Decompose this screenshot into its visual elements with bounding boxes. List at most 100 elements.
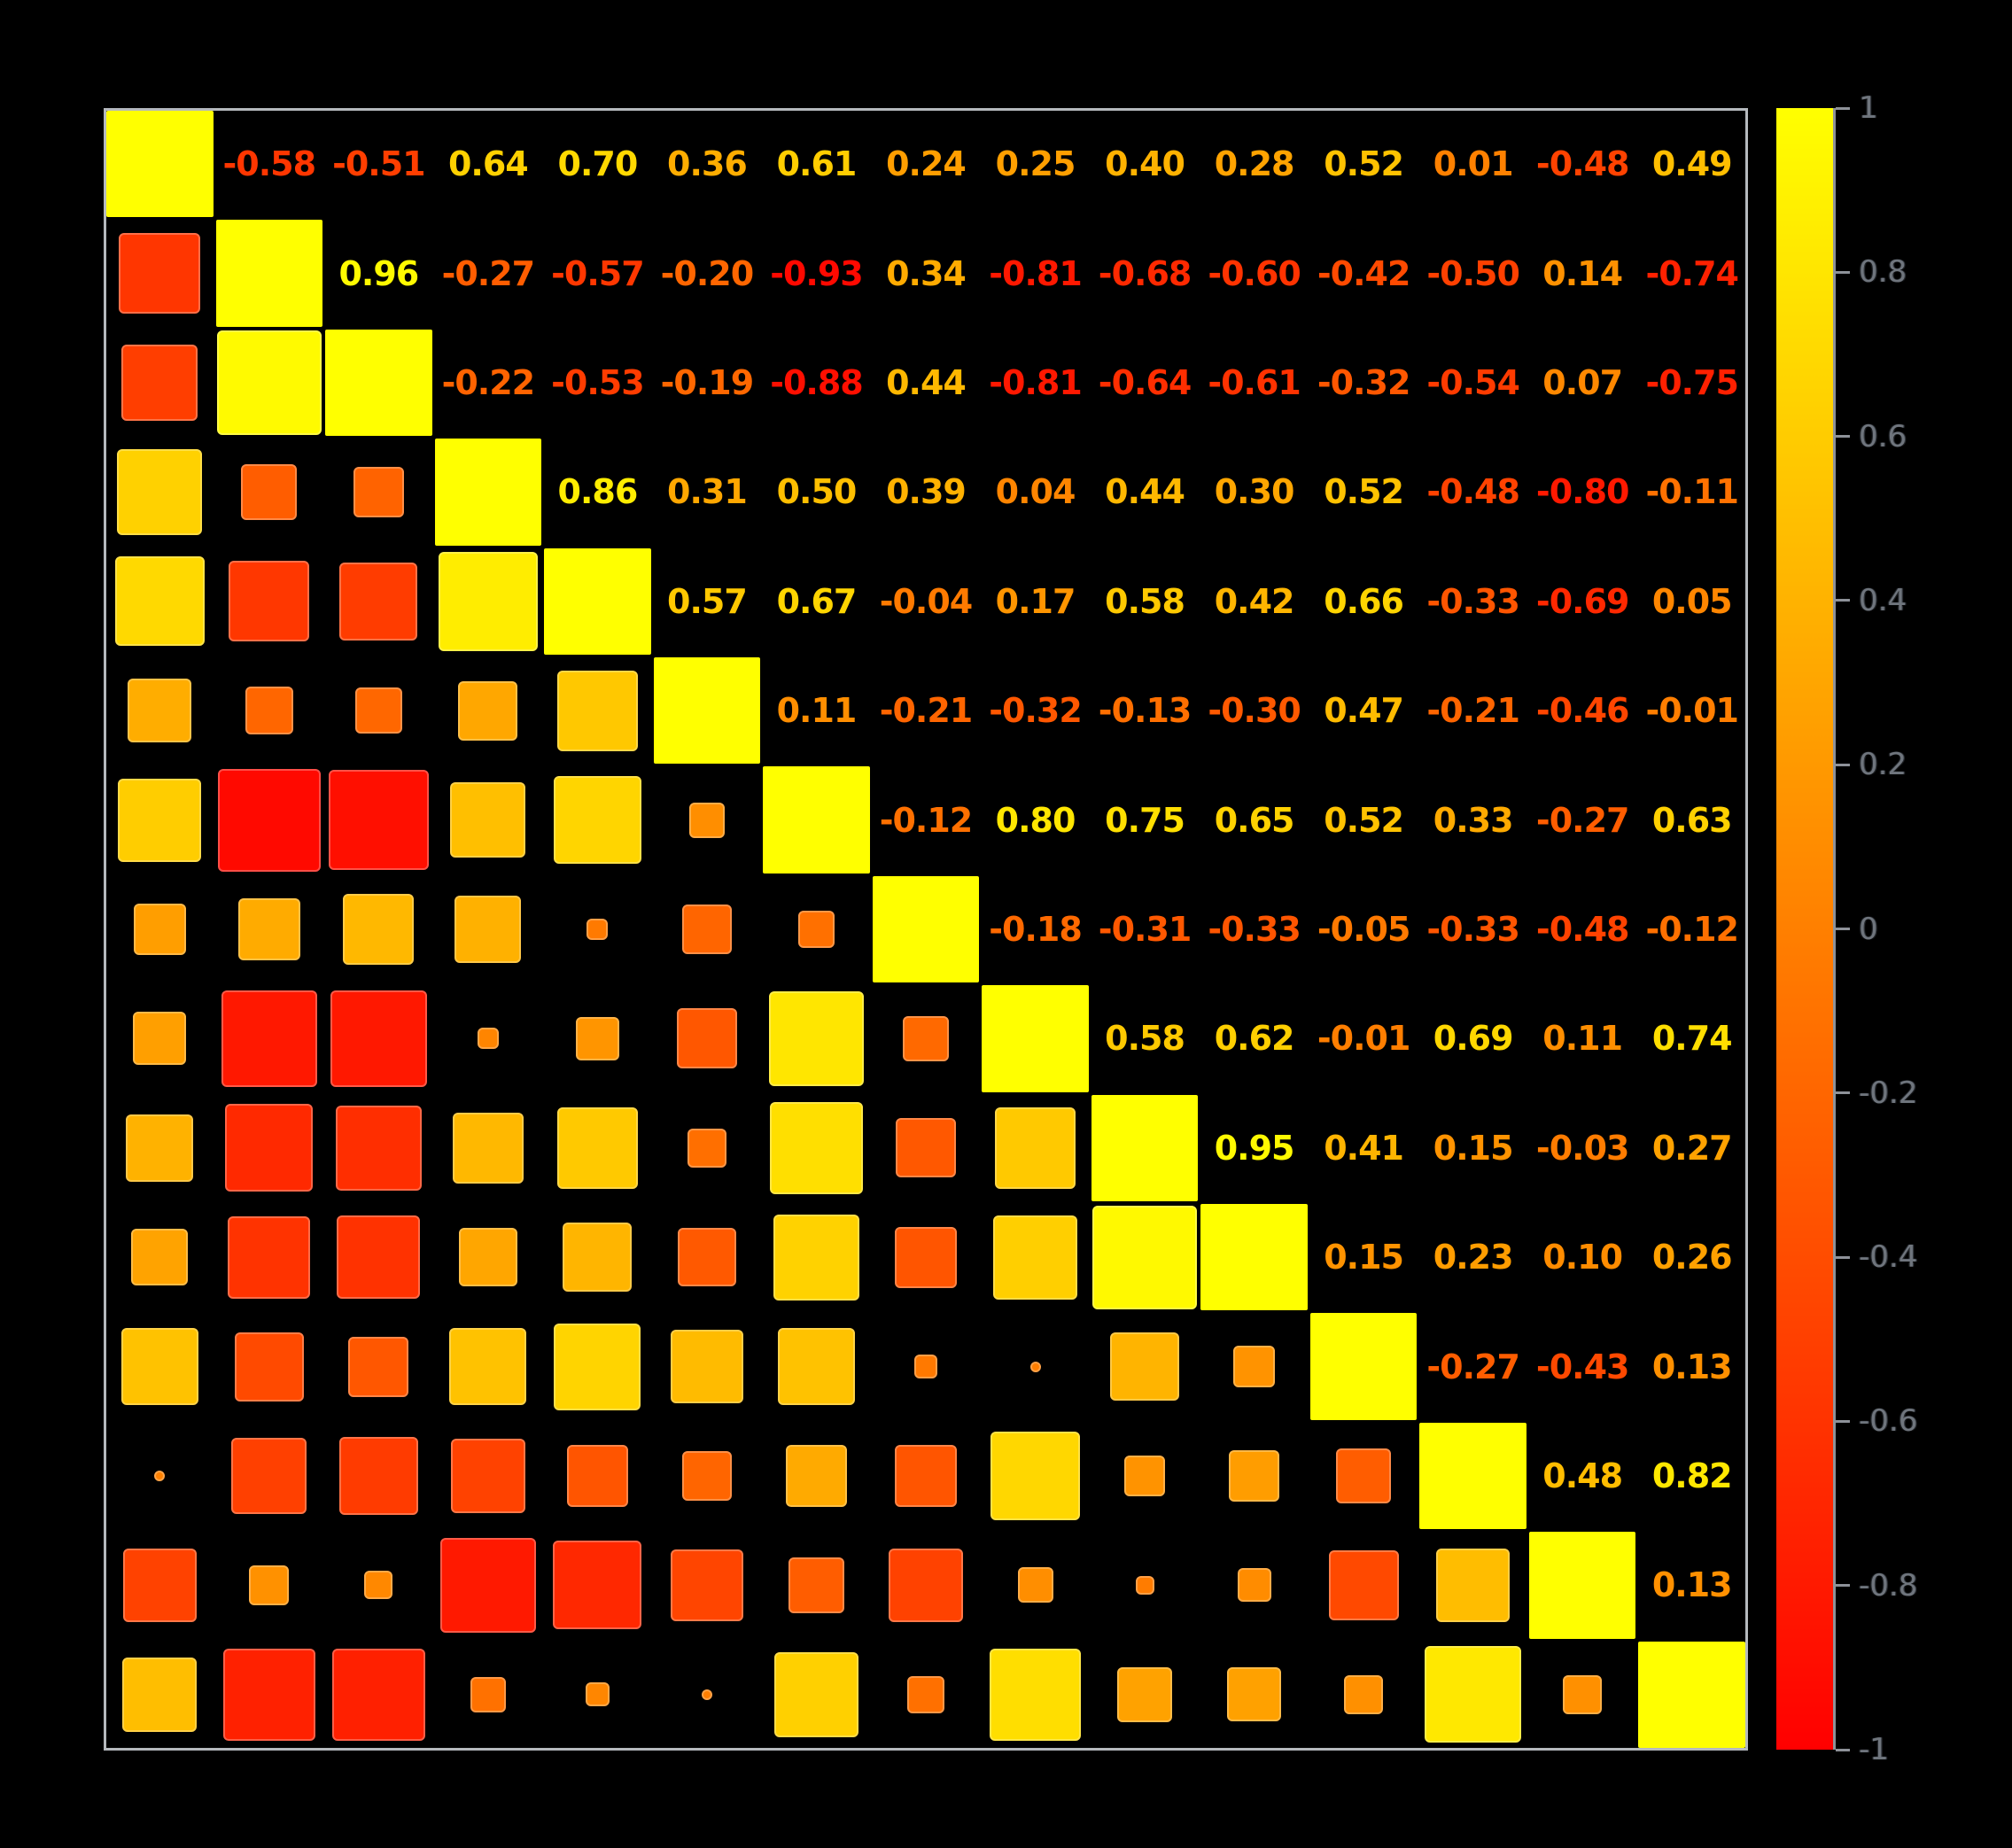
matrix-cell: [325, 1204, 432, 1311]
matrix-cell: -0.53: [544, 329, 651, 437]
correlation-square: [454, 896, 522, 963]
correlation-value: 0.27: [1651, 1128, 1733, 1168]
correlation-value: 0.58: [1105, 581, 1185, 621]
colorbar-tick: [1836, 1255, 1850, 1259]
matrix-cell: 0.44: [1091, 439, 1199, 546]
correlation-value: -0.01: [1645, 691, 1739, 731]
correlation-value: -0.68: [1098, 253, 1192, 293]
correlation-square: [118, 778, 202, 862]
matrix-cell: [872, 1313, 980, 1420]
matrix-cell: 0.47: [1309, 657, 1418, 765]
correlation-value: -0.64: [1098, 362, 1192, 402]
matrix-cell: [653, 766, 761, 874]
correlation-square: [1237, 1568, 1271, 1603]
correlation-value: -0.05: [1317, 909, 1411, 949]
matrix-cell: -0.48: [1528, 111, 1636, 218]
correlation-square: [797, 911, 835, 948]
correlation-value: 0.31: [667, 472, 748, 512]
correlation-square: [688, 802, 725, 838]
matrix-cell: 0.11: [763, 657, 870, 765]
matrix-cell: [1091, 1313, 1199, 1420]
correlation-value: 0.70: [557, 144, 639, 184]
correlation-square: [770, 1101, 863, 1194]
correlation-square: [449, 1328, 527, 1405]
correlation-value: -0.69: [1535, 581, 1630, 621]
correlation-square: [682, 905, 732, 954]
matrix-cell: 0.61: [763, 111, 870, 218]
correlation-square: [1135, 1575, 1154, 1595]
matrix-cell: 0.23: [1419, 1204, 1526, 1311]
correlation-value: -0.30: [1208, 691, 1301, 731]
matrix-cell: [1419, 1532, 1526, 1639]
correlation-square: [687, 1129, 726, 1168]
correlation-square: [768, 990, 865, 1087]
correlation-square: [682, 1451, 732, 1501]
matrix-cell: 0.66: [1309, 547, 1418, 655]
matrix-cell: 0.36: [653, 111, 761, 218]
matrix-cell: [1200, 1313, 1308, 1420]
correlation-value: 0.47: [1324, 691, 1404, 731]
correlation-value: 0.11: [1542, 1019, 1623, 1059]
matrix-cell: 0.42: [1200, 547, 1308, 655]
matrix-cell: [325, 439, 432, 546]
matrix-cell: 0.70: [544, 111, 651, 218]
diagonal-square: [1200, 1204, 1308, 1311]
colorbar-tick-label: 0: [1859, 911, 1878, 947]
matrix-cell: [763, 985, 870, 1092]
correlation-value: 0.58: [1105, 1019, 1185, 1059]
matrix-cell: -0.33: [1419, 547, 1526, 655]
matrix-cell: 0.15: [1309, 1204, 1418, 1311]
correlation-value: 0.34: [886, 253, 967, 293]
matrix-cell: [325, 1532, 432, 1639]
colorbar-tick-label: 0.8: [1859, 254, 1907, 291]
matrix-cell: [215, 547, 323, 655]
correlation-square: [896, 1118, 956, 1178]
matrix-cell: [1091, 1532, 1199, 1639]
correlation-square: [154, 1470, 166, 1481]
matrix-cell: [653, 985, 761, 1092]
matrix-cell: -0.13: [1091, 657, 1199, 765]
matrix-cell: -0.74: [1638, 220, 1745, 327]
matrix-cell: [325, 329, 432, 437]
correlation-value: 0.14: [1542, 253, 1623, 293]
correlation-value: -0.60: [1208, 253, 1301, 293]
correlation-value: -0.54: [1426, 362, 1520, 402]
correlation-value: -0.12: [1645, 909, 1739, 949]
correlation-square: [556, 1106, 639, 1189]
correlation-square: [1017, 1567, 1053, 1603]
correlation-value: 0.66: [1324, 581, 1404, 621]
diagonal-square: [872, 875, 980, 983]
correlation-value: -0.04: [879, 581, 974, 621]
matrix-cell: [544, 1641, 651, 1748]
diagonal-square: [215, 220, 323, 327]
correlation-value: 0.95: [1214, 1128, 1295, 1168]
diagonal-square: [544, 547, 651, 655]
matrix-cell: -0.81: [982, 220, 1089, 327]
matrix-cell: [434, 766, 542, 874]
correlation-square: [788, 1557, 844, 1613]
matrix-cell: 0.24: [872, 111, 980, 218]
correlation-square: [1116, 1666, 1173, 1723]
matrix-cell: [653, 1094, 761, 1201]
diagonal-square: [1091, 1094, 1199, 1201]
correlation-square: [1425, 1646, 1522, 1743]
correlation-value: -0.57: [551, 253, 645, 293]
correlation-square: [773, 1214, 860, 1301]
correlation-square: [1335, 1448, 1392, 1504]
correlation-square: [1563, 1675, 1602, 1714]
matrix-cell: [544, 1094, 651, 1201]
matrix-cell: [434, 985, 542, 1092]
matrix-cell: [434, 1313, 542, 1420]
correlation-square: [332, 1648, 425, 1741]
correlation-square: [128, 679, 192, 743]
matrix-cell: -0.75: [1638, 329, 1745, 437]
correlation-value: 0.42: [1214, 581, 1295, 621]
correlation-value: 0.61: [776, 144, 858, 184]
correlation-square: [114, 556, 205, 647]
matrix-cell: 0.95: [1200, 1094, 1308, 1201]
correlation-value: -0.42: [1317, 253, 1411, 293]
correlation-square: [245, 687, 293, 735]
matrix-cell: [325, 657, 432, 765]
matrix-cell: 0.65: [1200, 766, 1308, 874]
correlation-square: [670, 1330, 744, 1403]
